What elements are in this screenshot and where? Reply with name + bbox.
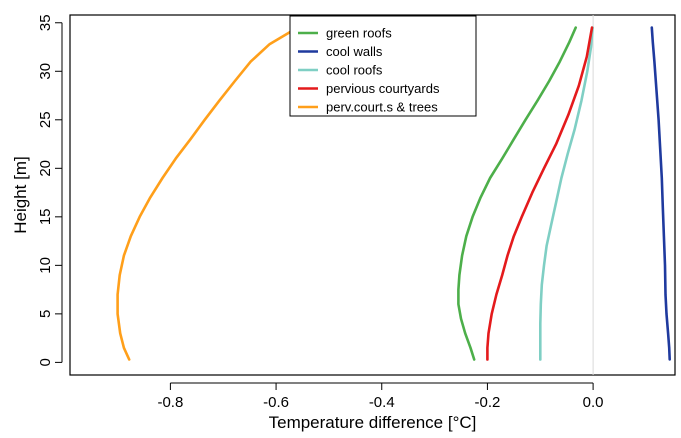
plot-frame [69,14,676,376]
series-line-green-roofs [457,26,578,361]
x-tick-label: -0.4 [369,394,395,411]
y-axis: 0 5 10 15 20 25 30 35 [37,14,63,367]
y-tick-label: 20 [37,160,54,177]
legend-label: cool roofs [326,63,383,78]
x-tick-label: -0.8 [157,394,183,411]
y-tick-label: 10 [37,257,54,274]
x-tick-label: -0.2 [474,394,500,411]
y-axis-label: Height [m] [11,156,30,233]
x-axis-label: Temperature difference [°C] [269,413,477,432]
legend: green roofs cool walls cool roofs pervious … [289,15,477,117]
series-line-pervious-courtyards [486,26,594,361]
y-tick-label: 5 [37,310,54,318]
x-tick-label: -0.6 [263,394,289,411]
x-tick-label: 0.0 [583,394,604,411]
legend-label: cool walls [326,44,383,59]
legend-label: perv.court.s & trees [326,100,438,115]
x-axis: -0.8 -0.6 -0.4 -0.2 0.0 [157,382,604,411]
y-tick-label: 35 [37,14,54,31]
legend-box [289,15,477,117]
y-tick-label: 30 [37,63,54,80]
legend-label: green roofs [326,26,392,41]
y-tick-label: 15 [37,208,54,225]
series-line-cool-walls [650,26,672,361]
series-line-perv-court-s-trees [116,26,299,361]
y-tick-label: 25 [37,111,54,128]
series-layer [116,26,672,361]
y-tick-label: 0 [37,358,54,366]
series-line-cool-roofs [538,26,594,361]
legend-label: pervious courtyards [326,81,440,96]
